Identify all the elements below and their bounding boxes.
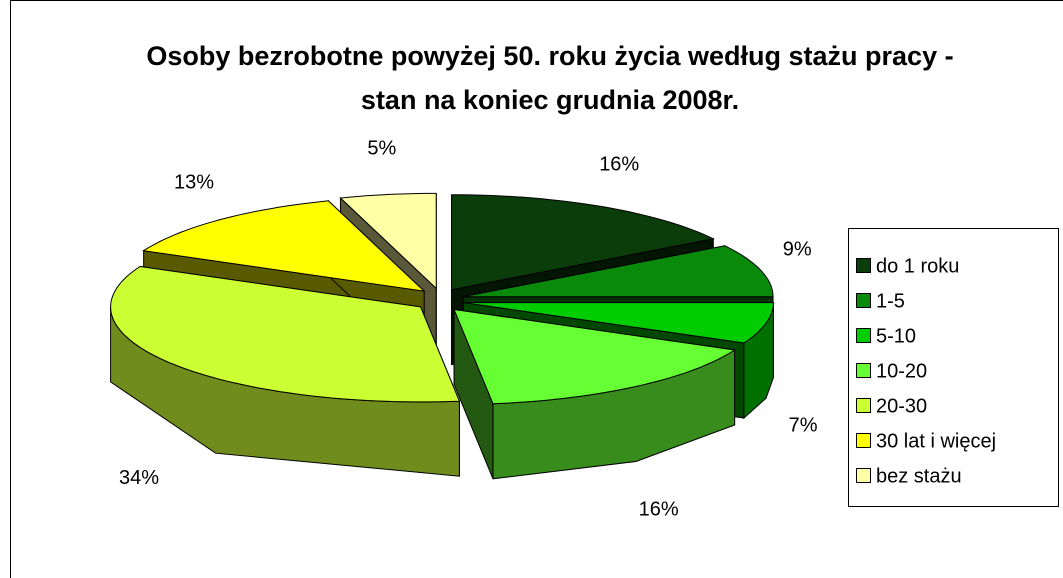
chart-border bbox=[10, 0, 1063, 578]
slice bbox=[462, 245, 774, 298]
legend-swatch bbox=[856, 258, 871, 273]
data-label: 5% bbox=[367, 138, 396, 160]
slice bbox=[142, 200, 426, 292]
data-label: 9% bbox=[783, 239, 812, 261]
legend-swatch bbox=[856, 433, 871, 448]
legend-label: bez stażu bbox=[876, 465, 962, 487]
slice bbox=[463, 302, 774, 344]
data-label: 16% bbox=[639, 499, 679, 521]
legend-label: 20-30 bbox=[876, 395, 927, 417]
legend-label: 10-20 bbox=[876, 360, 927, 382]
legend-swatch bbox=[856, 328, 871, 343]
slice bbox=[451, 194, 715, 291]
legend-swatch bbox=[856, 363, 871, 378]
slice bbox=[339, 192, 437, 290]
data-label: 34% bbox=[119, 467, 159, 489]
slice bbox=[110, 265, 461, 403]
legend-label: 1-5 bbox=[876, 290, 905, 312]
legend-box bbox=[848, 228, 1059, 507]
chart-title: Osoby bezrobotne powyżej 50. roku życia … bbox=[146, 41, 954, 115]
legend-swatch bbox=[856, 293, 871, 308]
data-label: 7% bbox=[789, 414, 818, 436]
data-label: 13% bbox=[174, 171, 214, 193]
legend-label: 5-10 bbox=[876, 325, 916, 347]
slice bbox=[453, 308, 737, 405]
data-label: 16% bbox=[599, 153, 639, 175]
legend-swatch bbox=[856, 398, 871, 413]
legend-label: 30 lat i więcej bbox=[876, 430, 996, 452]
legend-label: do 1 roku bbox=[876, 255, 959, 277]
legend-swatch bbox=[856, 468, 871, 483]
